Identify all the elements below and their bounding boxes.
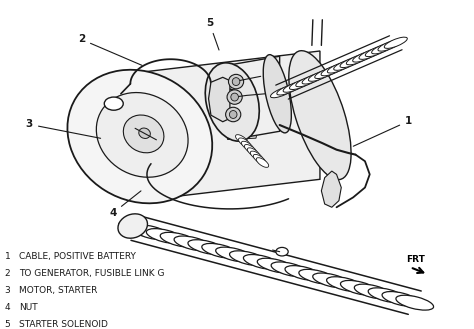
Ellipse shape — [146, 229, 184, 243]
Ellipse shape — [227, 90, 242, 104]
Ellipse shape — [118, 221, 156, 236]
Ellipse shape — [236, 135, 248, 144]
Ellipse shape — [216, 247, 253, 262]
Polygon shape — [321, 171, 341, 207]
Ellipse shape — [296, 76, 319, 87]
Ellipse shape — [328, 62, 350, 73]
Ellipse shape — [321, 64, 344, 76]
Ellipse shape — [285, 266, 323, 281]
Ellipse shape — [271, 262, 309, 277]
Ellipse shape — [382, 291, 419, 306]
Ellipse shape — [226, 107, 241, 122]
Ellipse shape — [327, 277, 364, 291]
Ellipse shape — [346, 54, 369, 65]
Text: 5: 5 — [206, 18, 219, 50]
Ellipse shape — [247, 148, 260, 158]
Text: 3: 3 — [26, 119, 100, 138]
Text: 2: 2 — [78, 35, 142, 65]
Ellipse shape — [174, 236, 212, 251]
Ellipse shape — [313, 273, 350, 288]
Ellipse shape — [263, 55, 292, 133]
Ellipse shape — [271, 87, 293, 98]
Ellipse shape — [238, 138, 251, 148]
Ellipse shape — [231, 93, 238, 101]
Ellipse shape — [241, 141, 254, 151]
Text: NUT: NUT — [19, 303, 37, 312]
Ellipse shape — [123, 115, 164, 153]
Ellipse shape — [253, 154, 266, 164]
Ellipse shape — [160, 232, 198, 247]
Ellipse shape — [368, 288, 406, 303]
Ellipse shape — [257, 258, 295, 273]
Polygon shape — [232, 56, 280, 139]
Text: 3: 3 — [5, 286, 10, 295]
Text: 1: 1 — [353, 116, 412, 146]
Text: TO GENERATOR, FUSIBLE LINK G: TO GENERATOR, FUSIBLE LINK G — [19, 269, 164, 278]
Ellipse shape — [188, 240, 226, 255]
Polygon shape — [140, 51, 320, 201]
Text: 4: 4 — [5, 303, 10, 312]
Ellipse shape — [315, 67, 338, 79]
Ellipse shape — [340, 280, 378, 295]
Ellipse shape — [133, 225, 170, 240]
Ellipse shape — [396, 295, 434, 310]
Ellipse shape — [228, 74, 244, 89]
Ellipse shape — [202, 243, 239, 258]
Ellipse shape — [104, 97, 123, 110]
Ellipse shape — [250, 151, 263, 161]
Ellipse shape — [118, 214, 147, 238]
Text: STARTER SOLENOID: STARTER SOLENOID — [19, 320, 108, 329]
Ellipse shape — [309, 70, 331, 81]
Ellipse shape — [384, 37, 407, 48]
Text: 4: 4 — [109, 191, 141, 218]
Ellipse shape — [276, 247, 288, 256]
Text: 2: 2 — [5, 269, 10, 278]
Ellipse shape — [355, 284, 392, 299]
Ellipse shape — [283, 81, 306, 92]
Ellipse shape — [245, 144, 257, 154]
Ellipse shape — [139, 128, 150, 139]
Polygon shape — [228, 71, 270, 139]
Ellipse shape — [334, 59, 357, 70]
Ellipse shape — [229, 111, 237, 118]
Ellipse shape — [340, 56, 363, 67]
Polygon shape — [209, 77, 230, 122]
Text: FRT: FRT — [406, 255, 425, 264]
Text: 5: 5 — [5, 320, 10, 329]
Ellipse shape — [359, 48, 382, 59]
Ellipse shape — [289, 51, 351, 180]
Ellipse shape — [244, 255, 281, 269]
Ellipse shape — [232, 78, 240, 86]
Text: CABLE, POSITIVE BATTERY: CABLE, POSITIVE BATTERY — [19, 252, 136, 261]
Ellipse shape — [277, 84, 300, 95]
Ellipse shape — [302, 73, 325, 84]
Text: 1: 1 — [5, 252, 10, 261]
Ellipse shape — [353, 51, 376, 62]
Ellipse shape — [372, 43, 395, 54]
Ellipse shape — [67, 70, 212, 203]
Ellipse shape — [290, 78, 312, 89]
Ellipse shape — [96, 92, 188, 177]
Ellipse shape — [378, 40, 401, 51]
Ellipse shape — [205, 63, 259, 141]
Ellipse shape — [365, 45, 388, 57]
Ellipse shape — [299, 269, 337, 284]
Ellipse shape — [229, 251, 267, 266]
Ellipse shape — [256, 158, 269, 167]
Text: MOTOR, STARTER: MOTOR, STARTER — [19, 286, 97, 295]
